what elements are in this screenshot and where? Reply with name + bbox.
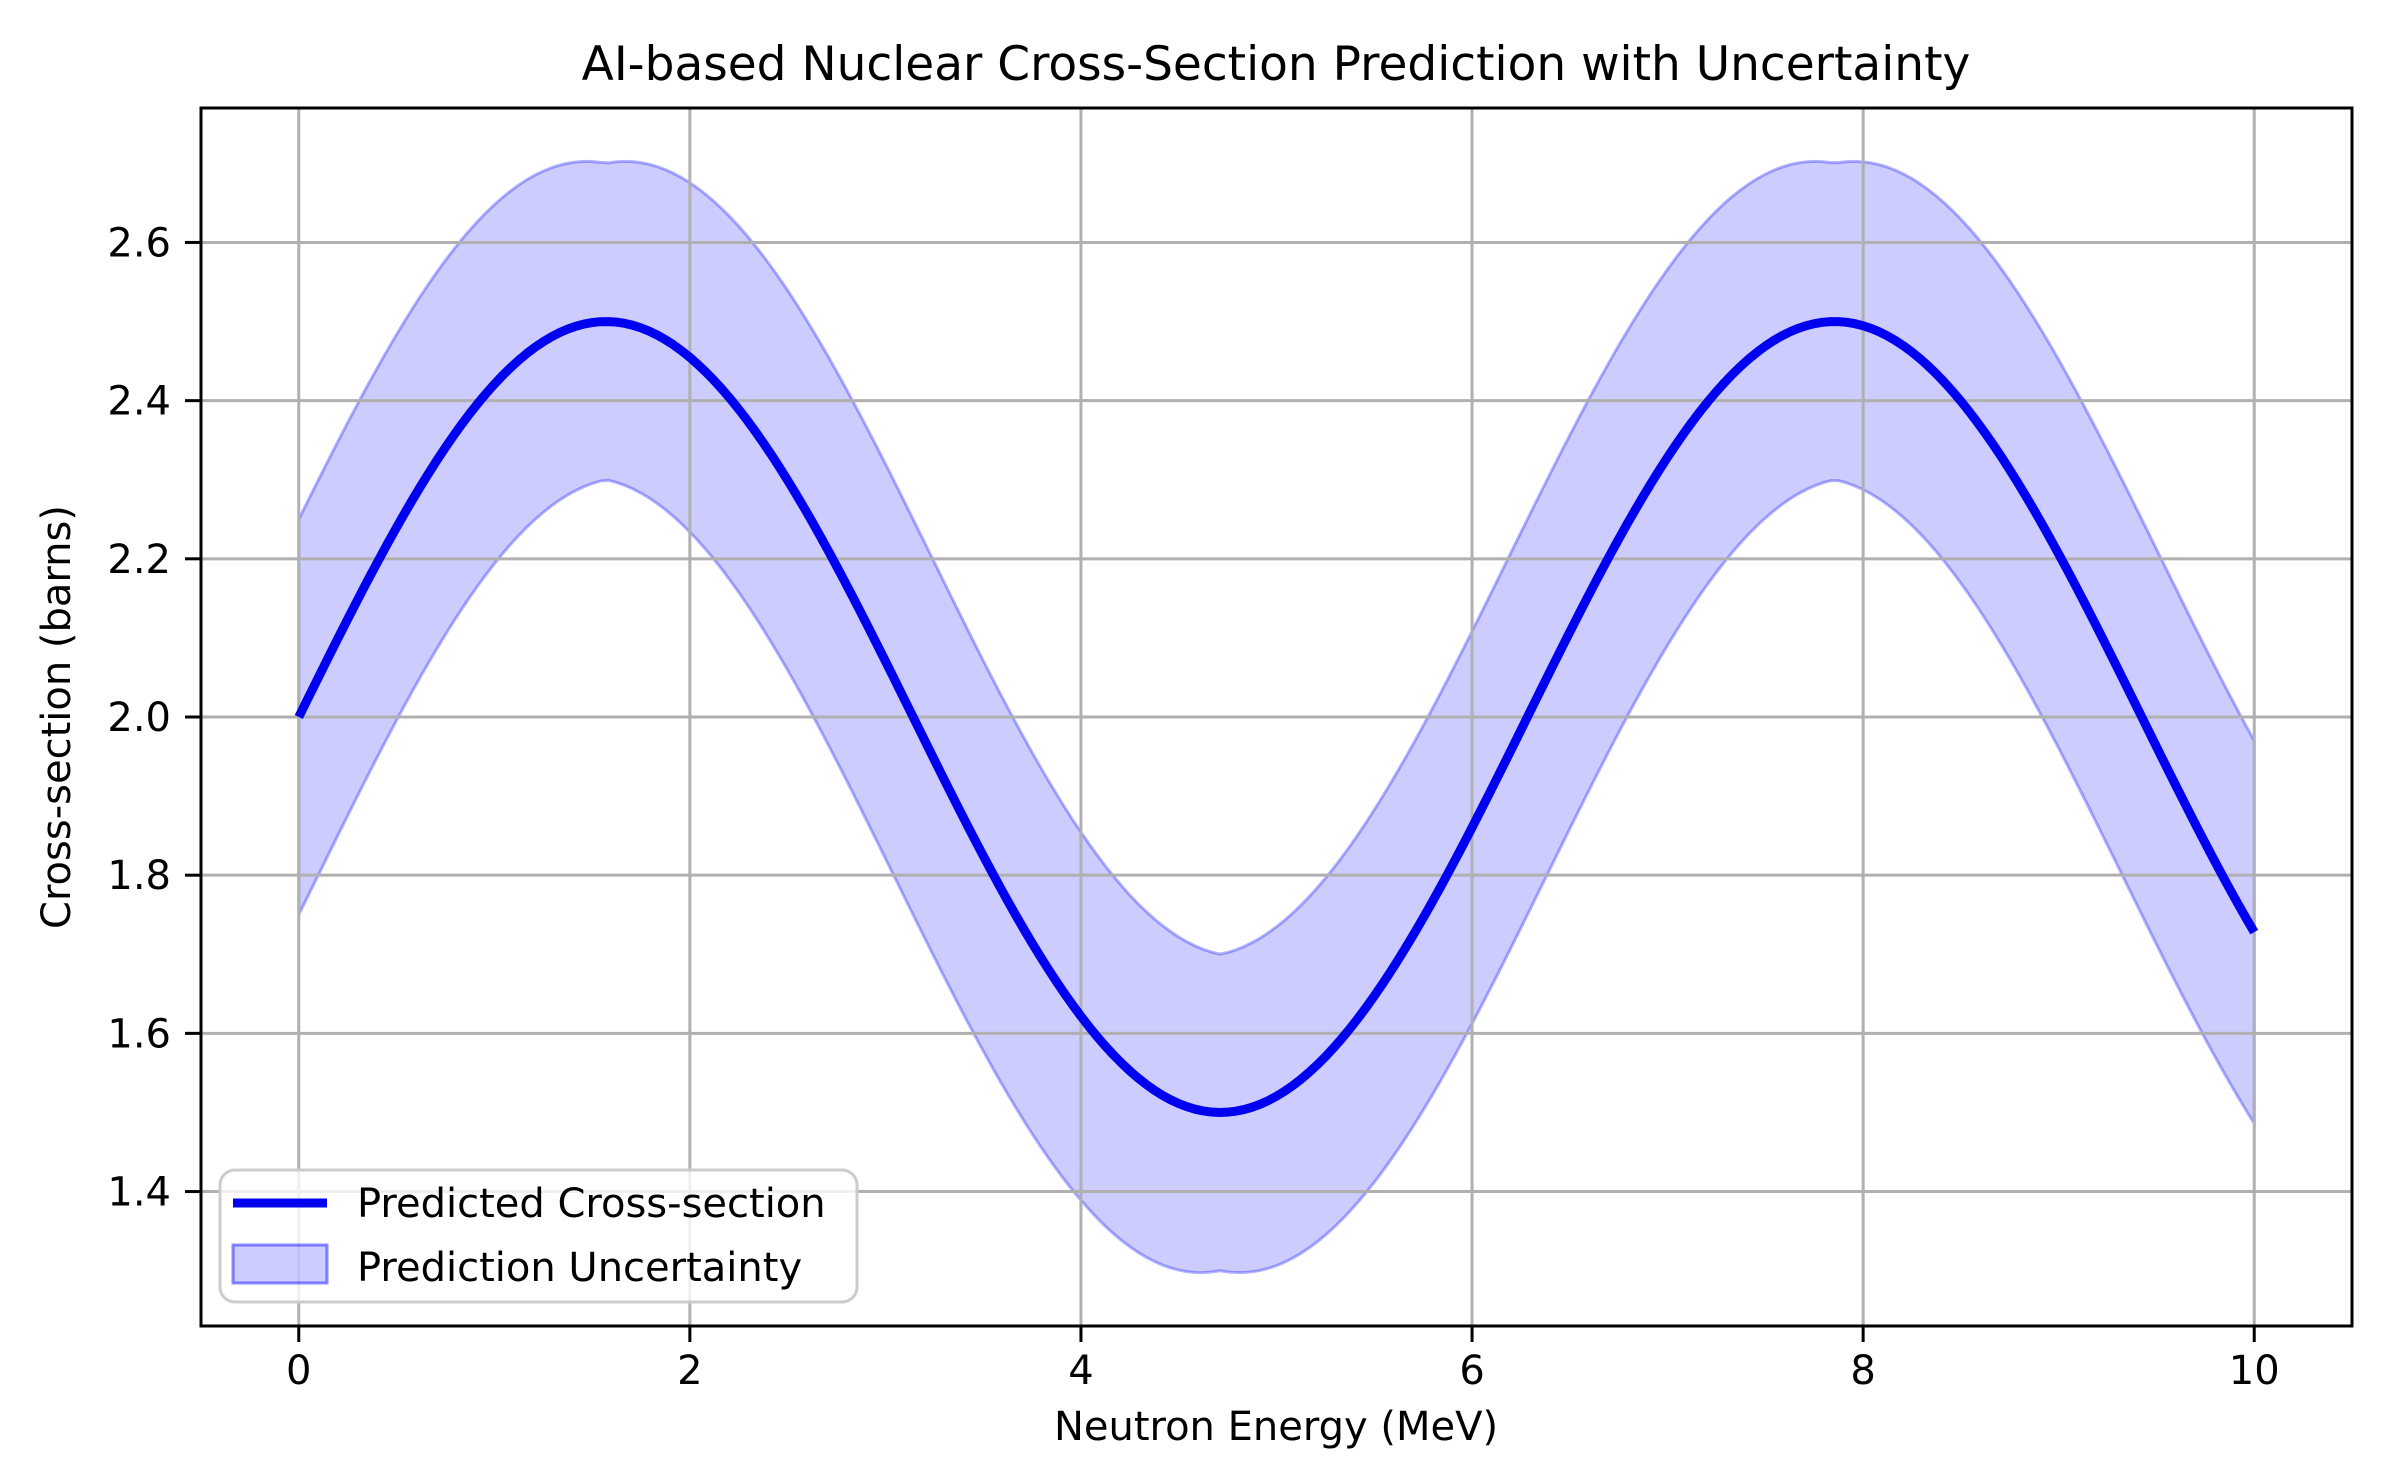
legend: Predicted Cross-section Prediction Uncer… [218, 1168, 859, 1304]
x-axis-label: Neutron Energy (MeV) [1054, 1404, 1498, 1450]
y-tick-label: 1.6 [107, 1011, 171, 1057]
y-axis-label: Cross-section (barns) [34, 505, 80, 929]
x-tick-label: 8 [1850, 1348, 1875, 1394]
x-tick-label: 10 [2229, 1348, 2280, 1394]
chart-title: AI-based Nuclear Cross-Section Predictio… [582, 37, 1971, 92]
y-tick-label: 2.2 [107, 537, 171, 583]
legend-box [218, 1168, 859, 1304]
y-tick-label: 2.0 [107, 695, 171, 741]
x-tick-label: 0 [286, 1348, 311, 1394]
y-tick-label: 1.8 [107, 853, 171, 899]
x-tick-label: 4 [1068, 1348, 1093, 1394]
y-tick-label: 1.4 [107, 1170, 171, 1216]
tick-layer: 0 2 4 6 8 10 1.4 1.6 1.8 2.0 2.2 2.4 2.6 [107, 220, 2279, 1394]
predicted-cross-section-line [294, 317, 2259, 1117]
legend-label-predicted: Predicted Cross-section [357, 1181, 826, 1227]
legend-band-swatch [231, 1243, 329, 1285]
legend-label-uncertainty: Prediction Uncertainty [357, 1245, 802, 1291]
x-tick-label: 6 [1459, 1348, 1484, 1394]
grid-layer [201, 108, 2352, 1326]
y-tick-label: 2.4 [107, 379, 171, 425]
prediction-line-layer [294, 317, 2259, 1117]
x-tick-label: 2 [677, 1348, 702, 1394]
y-tick-label: 2.6 [107, 220, 171, 266]
